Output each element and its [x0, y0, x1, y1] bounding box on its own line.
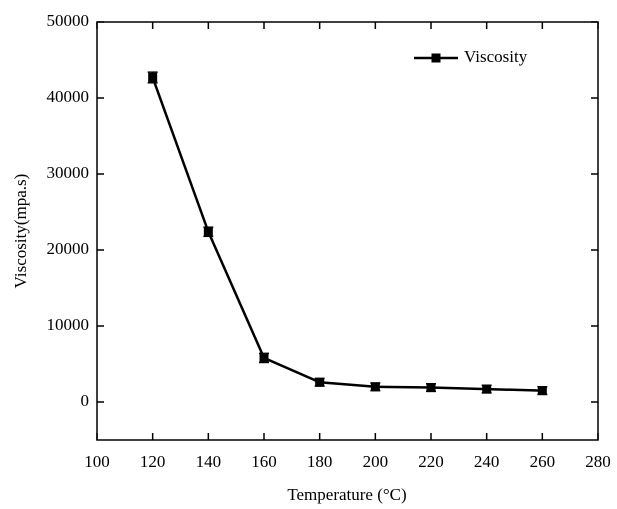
x-tick-label: 240 [474, 452, 500, 471]
x-tick-label: 140 [196, 452, 222, 471]
marker [370, 382, 380, 392]
x-tick-label: 220 [418, 452, 444, 471]
marker [203, 227, 213, 237]
legend-label: Viscosity [464, 47, 528, 66]
y-tick-label: 40000 [47, 87, 90, 106]
legend-marker [431, 53, 441, 63]
y-tick-label: 10000 [47, 315, 90, 334]
y-tick-label: 0 [81, 391, 90, 410]
x-tick-label: 260 [530, 452, 556, 471]
marker [148, 72, 158, 82]
marker [426, 383, 436, 393]
marker [537, 386, 547, 396]
marker [259, 353, 269, 363]
y-tick-label: 30000 [47, 163, 90, 182]
marker [482, 384, 492, 394]
x-axis-label: Temperature (°C) [287, 485, 406, 504]
x-tick-label: 100 [84, 452, 110, 471]
y-tick-label: 20000 [47, 239, 90, 258]
x-tick-label: 160 [251, 452, 277, 471]
x-tick-label: 180 [307, 452, 333, 471]
marker [315, 377, 325, 387]
x-tick-label: 120 [140, 452, 166, 471]
y-axis-label: Viscosity(mpa.s) [11, 174, 30, 289]
plot-frame [96, 21, 599, 441]
x-tick-label: 280 [585, 452, 611, 471]
y-tick-label: 50000 [47, 11, 90, 30]
x-tick-label: 200 [363, 452, 389, 471]
series-line [151, 77, 543, 392]
